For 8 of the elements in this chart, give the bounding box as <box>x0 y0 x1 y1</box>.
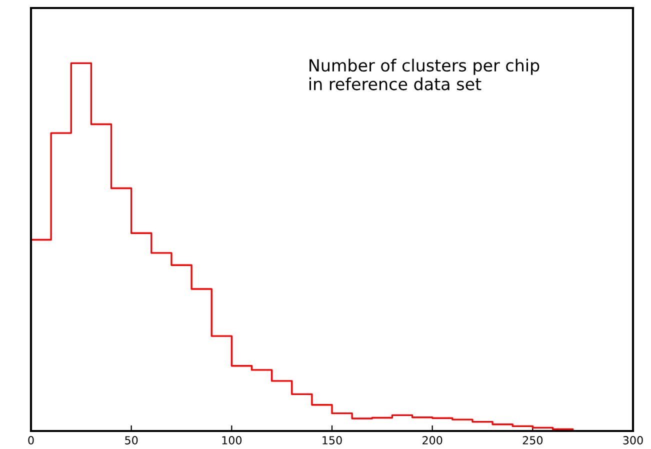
x-tick-label: 50 <box>125 436 138 444</box>
x-tick-label: 100 <box>222 436 242 444</box>
x-tick-label: 0 <box>28 436 34 444</box>
annotation: Number of clusters per chip in reference data set <box>309 58 540 90</box>
x-tick-label: 250 <box>522 436 543 444</box>
x-tick-label: 200 <box>422 436 442 444</box>
x-tick-label: 150 <box>322 436 342 444</box>
x-tick-label: 300 <box>623 436 643 444</box>
